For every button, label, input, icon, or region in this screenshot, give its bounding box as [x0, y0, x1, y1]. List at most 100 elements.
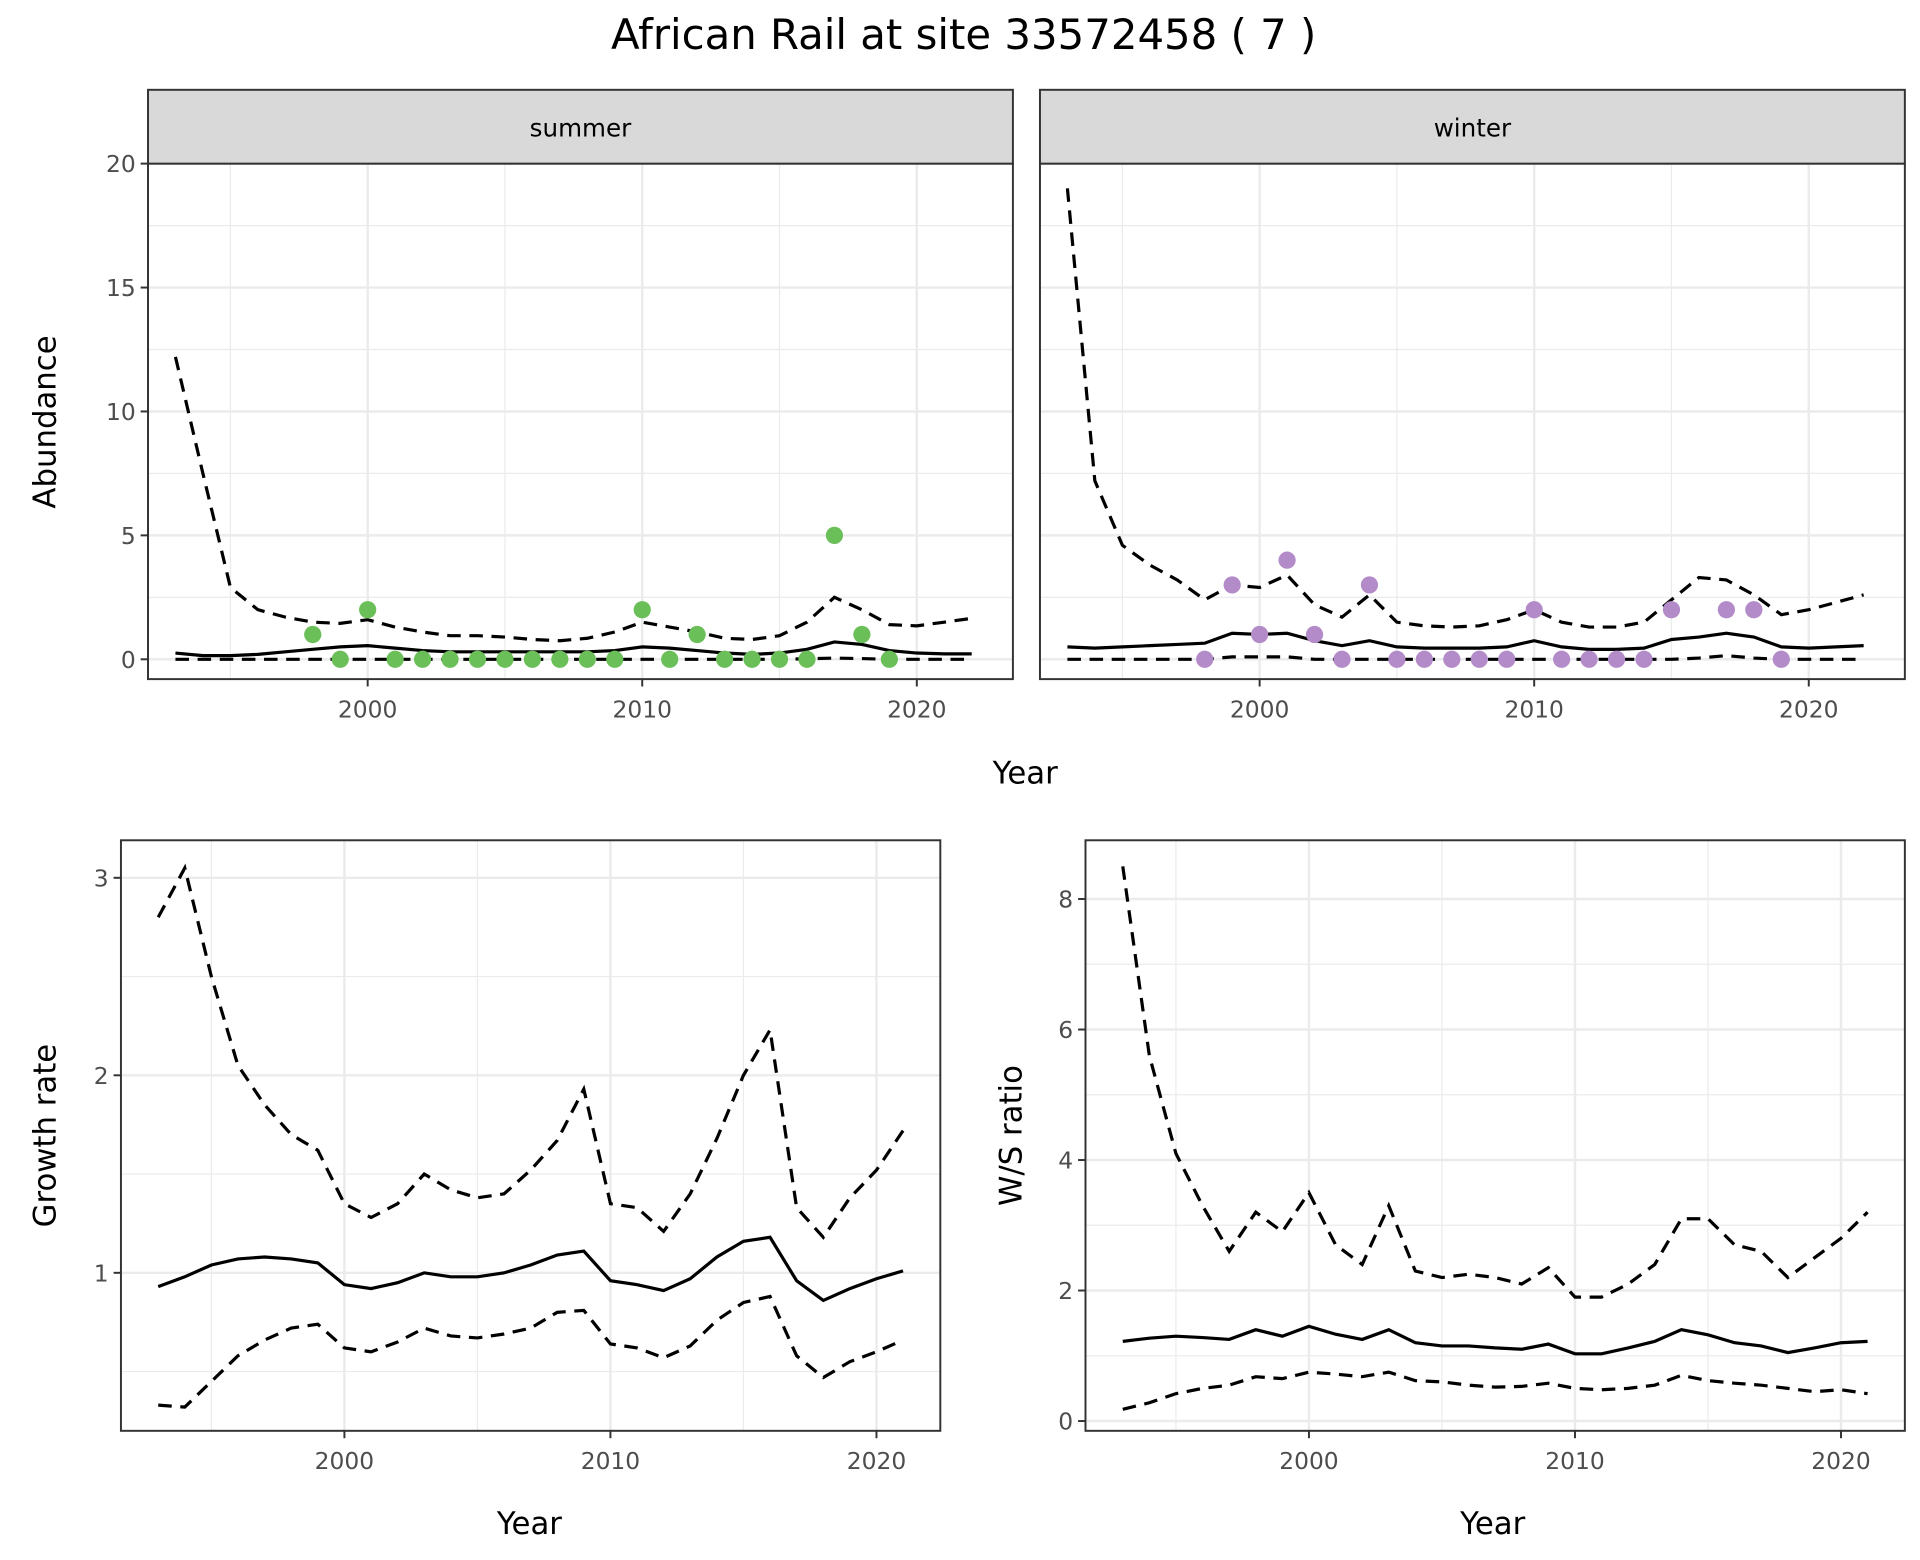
data-point: [496, 650, 514, 668]
y-axis-title: Growth rate: [28, 1044, 64, 1228]
data-point: [825, 526, 844, 544]
facet-strip: [147, 88, 1014, 165]
data-point: [441, 650, 459, 668]
x-tick-label: 2010: [613, 695, 672, 723]
data-point: [1662, 601, 1681, 619]
data-point: [1388, 650, 1406, 668]
y-tick-label: 0: [1058, 1408, 1073, 1436]
y-tick-label: 8: [1058, 886, 1073, 914]
mean-line: [157, 1235, 904, 1303]
data-point: [413, 650, 432, 668]
x-tick-label: 2020: [847, 1447, 906, 1475]
data-point: [359, 601, 377, 619]
x-axis-title: Year: [1459, 1506, 1525, 1542]
data-point: [1580, 650, 1598, 668]
panel-w-s-ratio: 2000 2010 2020 0 2 4 6 8 W/S ratio Year: [994, 839, 1906, 1542]
data-point: [743, 650, 761, 668]
y-tick-label: 5: [121, 522, 136, 550]
data-point: [1717, 601, 1736, 619]
plot-background: [1085, 840, 1905, 1431]
y-tick-label: 10: [106, 398, 136, 426]
plot-background: [1039, 163, 1905, 680]
facet-label: winter: [1434, 114, 1512, 143]
data-point: [1278, 551, 1296, 569]
data-point: [1223, 576, 1241, 594]
panel-border: [119, 839, 942, 1432]
x-tick-label: 2000: [338, 695, 397, 723]
data-point: [551, 650, 569, 668]
plot-background: [120, 840, 941, 1431]
y-tick-label: 2: [94, 1062, 109, 1090]
y-tick-label: 0: [121, 646, 136, 674]
data-point: [1635, 650, 1653, 668]
data-point: [606, 650, 624, 668]
y-tick-label: 15: [106, 274, 136, 302]
data-point: [688, 625, 706, 644]
data-point: [853, 625, 871, 644]
y-tick-label: 3: [94, 864, 109, 892]
x-tick-label: 2010: [581, 1447, 640, 1475]
data-point: [304, 625, 322, 644]
x-tick-label: 2020: [887, 695, 946, 723]
data-point: [633, 601, 651, 619]
data-point: [1196, 650, 1214, 668]
plot-background: [148, 163, 1013, 680]
facet-label: summer: [530, 114, 632, 143]
data-point: [661, 650, 679, 668]
data-point: [1251, 625, 1269, 644]
data-point: [1360, 576, 1379, 594]
data-point: [1333, 650, 1351, 668]
y-tick-label: 1: [94, 1259, 109, 1287]
data-point: [331, 650, 349, 668]
y-tick-label: 4: [1058, 1147, 1073, 1175]
x-tick-label: 2010: [1545, 1447, 1604, 1475]
y-tick-label: 2: [1058, 1277, 1073, 1305]
x-tick-label: 2020: [1811, 1447, 1870, 1475]
upper-bound-line: [156, 863, 905, 1240]
y-tick-label: 6: [1058, 1016, 1073, 1044]
data-point: [1498, 650, 1516, 668]
y-axis-title: W/S ratio: [994, 1065, 1030, 1206]
data-point: [1443, 650, 1461, 668]
data-point: [523, 650, 542, 668]
x-axis-title: Year: [992, 756, 1058, 792]
panel-border: [1084, 839, 1906, 1432]
data-point: [770, 650, 789, 668]
data-point: [1470, 650, 1488, 668]
panel-growth-rate: 2000 2010 2020 1 2 3 Growth rate Year: [28, 839, 942, 1542]
upper-bound-line: [1065, 188, 1865, 629]
data-point: [1525, 601, 1543, 619]
data-point: [1607, 650, 1626, 668]
upper-bound-line: [173, 356, 972, 643]
lower-bound-line: [158, 1294, 904, 1409]
data-point: [880, 650, 898, 668]
data-point: [715, 650, 734, 668]
data-point: [468, 650, 487, 668]
data-point: [1772, 650, 1790, 668]
facet-strip: [1038, 88, 1906, 165]
chart-title: African Rail at site 33572458 ( 7 ): [611, 10, 1316, 59]
upper-bound-line: [1121, 866, 1869, 1299]
data-point: [1745, 601, 1763, 619]
y-axis-title: Abundance: [28, 335, 64, 508]
x-tick-label: 2000: [1279, 1447, 1338, 1475]
x-tick-label: 2020: [1779, 695, 1838, 723]
data-point: [578, 650, 596, 668]
data-point: [1305, 625, 1324, 644]
y-tick-label: 20: [106, 150, 136, 178]
x-tick-label: 2000: [315, 1447, 374, 1475]
x-axis-title: Year: [496, 1506, 562, 1542]
panel-winter: winter 2000 2010 2020: [1038, 88, 1906, 723]
data-point: [798, 650, 816, 668]
mean-line: [1122, 1324, 1868, 1356]
panel-summer: summer 2000 2010 2020 0 5 10 15 20 Abundance Year: [28, 88, 1058, 792]
x-tick-label: 2000: [1230, 695, 1289, 723]
x-tick-label: 2010: [1504, 695, 1563, 723]
data-point: [1553, 650, 1571, 668]
mean-line: [1067, 631, 1864, 651]
data-point: [1415, 650, 1433, 668]
mean-line: [175, 640, 972, 658]
lower-bound-line: [1122, 1370, 1868, 1411]
data-point: [386, 650, 404, 668]
